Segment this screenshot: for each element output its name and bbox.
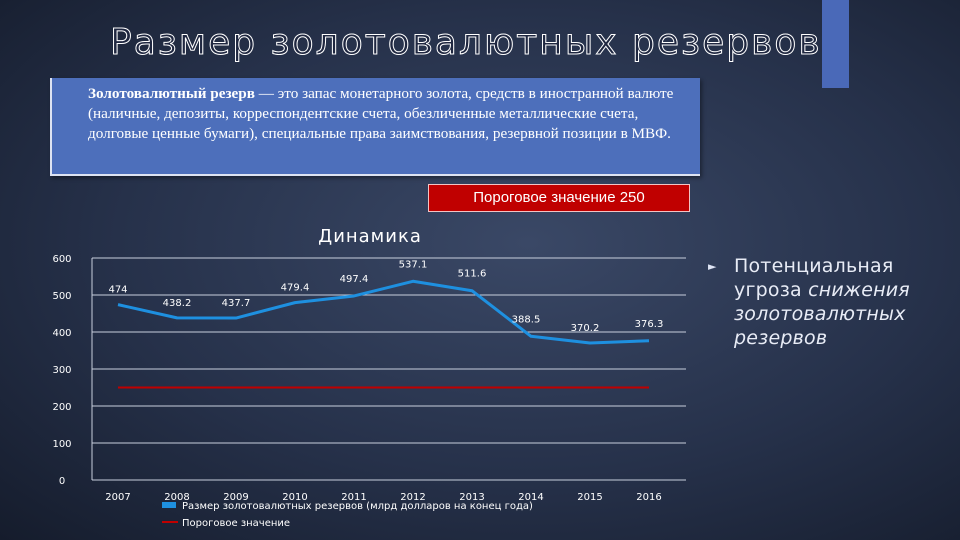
data-label: 511.6 [458,269,487,280]
legend-label: Пороговое значение [182,518,290,529]
data-label: 537.1 [399,259,428,270]
x-tick-label: 2012 [400,492,425,503]
y-tick-label: 500 [52,291,71,302]
x-tick-label: 2015 [577,492,602,503]
y-tick-label: 400 [52,328,71,339]
y-tick-label: 600 [52,254,71,265]
definition-text: Золотовалютный резерв — это запас монета… [88,84,692,144]
chart-legend: Размер золотовалютных резервов (млрд дол… [162,501,533,529]
accent-bar [822,0,849,88]
side-note-prefix: Потенциальная угроза [734,255,894,301]
side-note-italic: снижения золотовалютных резервов [734,279,910,349]
threshold-label: Пороговое значение 250 [428,184,690,212]
x-tick-label: 2014 [518,492,543,503]
y-tick-label: 0 [59,476,65,487]
x-tick-label: 2016 [636,492,661,503]
chart-title: Динамика [318,226,422,247]
x-axis: 2007 2008 2009 2010 2011 2012 2013 2014 2015 2016 [105,492,661,503]
data-label: 388.5 [512,314,541,325]
y-tick-label: 300 [52,365,71,376]
chart-grid [91,257,686,481]
side-note-text: Потенциальная угроза снижения золотовалю… [734,254,944,350]
definition-term: Золотовалютный резерв [88,85,255,102]
data-label: 437.7 [222,298,251,309]
data-label: 376.3 [635,319,664,330]
data-label: 370.2 [571,323,600,334]
data-label: 474 [108,285,127,296]
definition-body: — это запас монетарного золота, средств … [88,85,674,142]
x-tick-label: 2010 [282,492,307,503]
legend-label: Размер золотовалютных резервов (млрд дол… [182,501,533,512]
slide-title: Размер золотовалютных резервов [110,22,822,64]
x-tick-label: 2008 [164,492,189,503]
x-tick-label: 2007 [105,492,130,503]
x-tick-label: 2013 [459,492,484,503]
data-label: 479.4 [281,283,310,294]
y-axis: 0 100 200 300 400 500 600 [52,254,71,487]
definition-box: Золотовалютный резерв — это запас монета… [50,78,700,176]
data-label: 438.2 [163,298,192,309]
x-tick-label: 2009 [223,492,248,503]
legend-swatch-reserves [162,502,176,508]
data-label: 497.4 [340,274,369,285]
reserves-line [117,279,650,345]
y-tick-label: 100 [52,439,71,450]
chart-series: 474 438.2 437.7 479.4 497.4 537.1 511.6 388.5 37… [108,259,664,389]
x-tick-label: 2011 [341,492,366,503]
bullet-arrow-icon: ► [708,260,717,273]
y-tick-label: 200 [52,402,71,413]
